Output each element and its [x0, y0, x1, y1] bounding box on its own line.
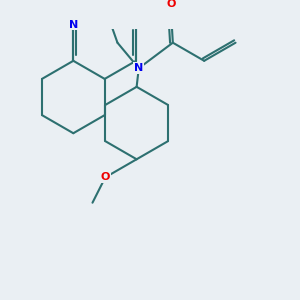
- Text: O: O: [166, 0, 175, 9]
- Text: O: O: [100, 172, 110, 182]
- Text: N: N: [134, 63, 143, 73]
- Text: N: N: [69, 20, 78, 30]
